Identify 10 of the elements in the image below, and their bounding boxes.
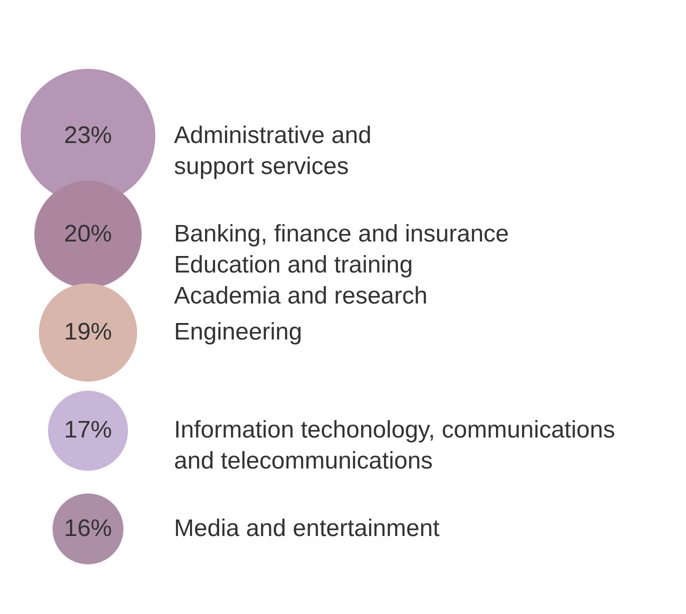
data-label: 16%: [64, 514, 112, 542]
data-label: 23%: [64, 122, 112, 150]
category-label: Engineering: [174, 318, 302, 346]
category-label: Banking, finance and insurance Education and training Academia and research: [174, 220, 509, 310]
data-label: 19%: [64, 318, 112, 346]
data-label: 17%: [64, 416, 112, 444]
category-label: Information techonology, communications and telecommunications: [174, 416, 616, 475]
data-label: 20%: [64, 220, 112, 248]
category-label: Media and entertainment: [174, 514, 440, 542]
category-label: Administrative and support services: [174, 122, 372, 180]
